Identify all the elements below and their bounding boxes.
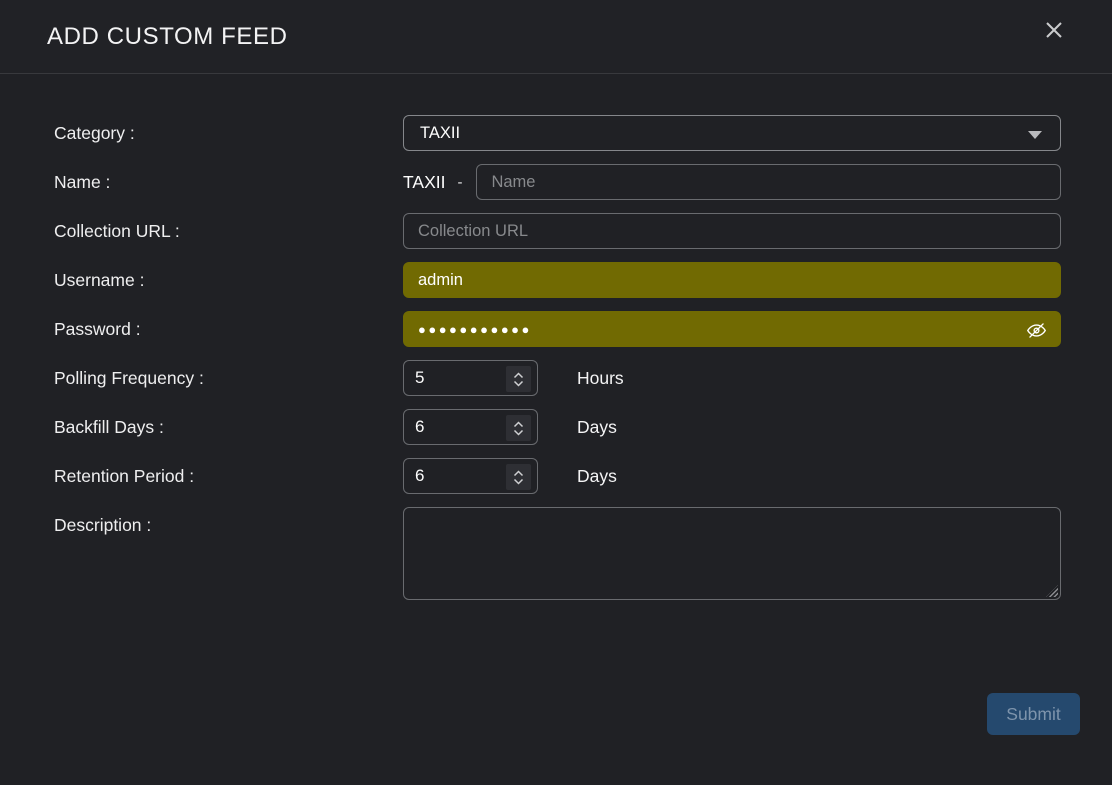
category-select[interactable]: TAXII: [403, 115, 1061, 151]
category-selected-value: TAXII: [420, 123, 461, 142]
modal-body: Category : TAXII Name : TAXII - Collecti…: [0, 74, 1112, 785]
retention-period-unit: Days: [577, 465, 617, 486]
password-label: Password :: [54, 318, 141, 339]
stepper-up-icon: [513, 469, 524, 476]
polling-frequency-input-box: [403, 360, 538, 396]
collection-url-input[interactable]: [403, 213, 1061, 249]
modal-header: ADD CUSTOM FEED: [0, 0, 1112, 74]
close-icon: [1046, 21, 1062, 38]
category-label: Category :: [54, 122, 135, 143]
name-input[interactable]: [476, 164, 1061, 200]
toggle-password-visibility-button[interactable]: [1025, 319, 1047, 341]
backfill-days-unit: Days: [577, 416, 617, 437]
retention-period-input-box: [403, 458, 538, 494]
submit-row: Submit: [0, 693, 1112, 735]
stepper-down-icon: [513, 429, 524, 436]
collection-url-row: Collection URL :: [0, 213, 1112, 249]
backfill-days-stepper[interactable]: [506, 415, 531, 441]
backfill-days-label: Backfill Days :: [54, 416, 164, 437]
retention-period-stepper[interactable]: [506, 464, 531, 490]
close-button[interactable]: [1040, 16, 1068, 44]
retention-period-label: Retention Period :: [54, 465, 195, 486]
stepper-up-icon: [513, 420, 524, 427]
name-prefix: TAXII: [403, 171, 446, 192]
polling-frequency-row: Polling Frequency : Hours: [0, 360, 1112, 396]
password-input[interactable]: [403, 311, 1061, 347]
eye-slash-icon: [1026, 322, 1046, 338]
name-separator: -: [457, 173, 463, 191]
backfill-days-input-box: [403, 409, 538, 445]
description-row: Description :: [0, 507, 1112, 600]
name-row: Name : TAXII -: [0, 164, 1112, 200]
name-label: Name :: [54, 171, 111, 192]
description-textarea[interactable]: [403, 507, 1061, 600]
polling-frequency-input[interactable]: [415, 368, 495, 388]
category-row: Category : TAXII: [0, 115, 1112, 151]
polling-frequency-unit: Hours: [577, 367, 624, 388]
collection-url-label: Collection URL :: [54, 220, 180, 241]
polling-frequency-label: Polling Frequency :: [54, 367, 204, 388]
backfill-days-row: Backfill Days : Days: [0, 409, 1112, 445]
retention-period-row: Retention Period : Days: [0, 458, 1112, 494]
username-row: Username :: [0, 262, 1112, 298]
submit-button[interactable]: Submit: [987, 693, 1080, 735]
chevron-down-icon: [1028, 131, 1042, 139]
password-row: Password :: [0, 311, 1112, 347]
description-label: Description :: [54, 515, 152, 535]
username-label: Username :: [54, 269, 145, 290]
stepper-down-icon: [513, 380, 524, 387]
stepper-up-icon: [513, 371, 524, 378]
username-input[interactable]: [403, 262, 1061, 298]
retention-period-input[interactable]: [415, 466, 495, 486]
stepper-down-icon: [513, 478, 524, 485]
backfill-days-input[interactable]: [415, 417, 495, 437]
polling-frequency-stepper[interactable]: [506, 366, 531, 392]
modal-title: ADD CUSTOM FEED: [47, 22, 288, 50]
